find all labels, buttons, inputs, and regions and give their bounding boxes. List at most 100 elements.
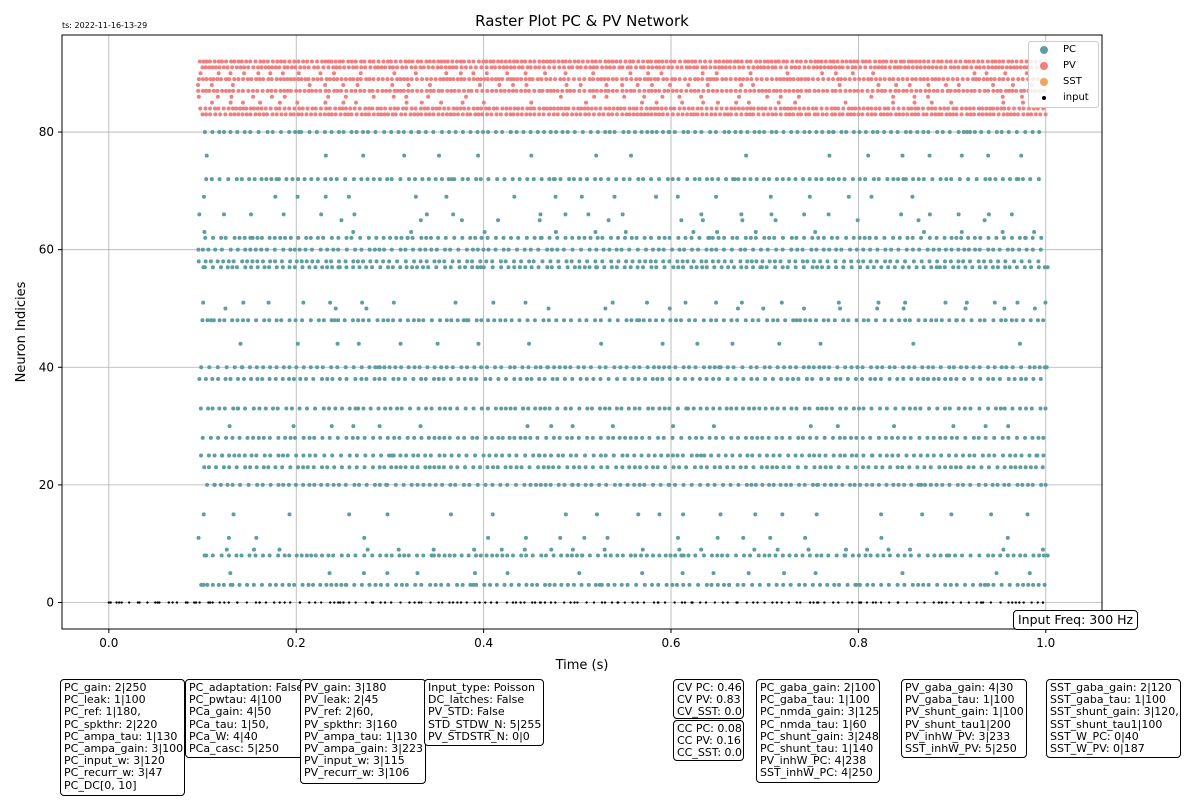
pc-spike xyxy=(516,582,521,587)
pv-spike xyxy=(1019,94,1024,99)
pc-spike xyxy=(287,553,292,558)
pv-spike xyxy=(926,106,931,111)
pc-spike xyxy=(729,259,734,264)
input-spike xyxy=(832,601,835,604)
pc-spike xyxy=(782,571,787,576)
pc-spike xyxy=(226,259,231,264)
pc-spike xyxy=(779,300,784,305)
pc-spike xyxy=(657,235,662,240)
pc-spike xyxy=(1005,247,1010,252)
pv-spike xyxy=(930,77,935,82)
pv-spike xyxy=(770,65,775,70)
pv-spike xyxy=(204,59,209,64)
pv-spike xyxy=(692,88,697,93)
pc-spike xyxy=(966,465,971,470)
pc-spike xyxy=(968,553,973,558)
pv-spike xyxy=(722,112,727,117)
input-spike xyxy=(370,601,374,604)
pc-spike xyxy=(888,465,893,470)
pc-spike xyxy=(629,318,634,323)
pc-spike xyxy=(500,130,505,135)
pv-spike xyxy=(398,59,403,64)
pc-spike xyxy=(359,365,364,370)
pc-spike xyxy=(989,512,994,517)
pv-spike xyxy=(698,59,703,64)
pc-spike xyxy=(261,365,266,370)
pv-spike xyxy=(819,106,824,111)
input-spike xyxy=(272,601,276,604)
pc-spike xyxy=(1012,377,1017,382)
pc-spike xyxy=(938,553,943,558)
pc-spike xyxy=(1007,582,1012,587)
pv-spike xyxy=(769,59,774,64)
pv-spike xyxy=(870,88,875,93)
pc-spike xyxy=(493,247,498,252)
pc-spike xyxy=(214,465,219,470)
pc-spike xyxy=(249,265,254,270)
pc-spike xyxy=(730,235,735,240)
pc-spike xyxy=(880,365,885,370)
pv-spike xyxy=(661,65,666,70)
pc-spike xyxy=(411,453,416,458)
pv-spike xyxy=(530,77,535,82)
pc-spike xyxy=(211,235,216,240)
pc-spike xyxy=(973,247,978,252)
pv-spike xyxy=(788,77,793,82)
pc-spike xyxy=(638,553,643,558)
pc-spike xyxy=(398,465,403,470)
pc-spike xyxy=(655,465,660,470)
pv-spike xyxy=(326,65,331,70)
pc-spike xyxy=(585,259,590,264)
pc-spike xyxy=(364,306,369,311)
param-line: PV_STDSTR_N: 0|0 xyxy=(428,729,530,743)
pc-spike xyxy=(683,300,688,305)
x-tick-label: 0.0 xyxy=(99,636,118,650)
pc-spike xyxy=(963,265,968,270)
pc-spike xyxy=(240,365,245,370)
pc-spike xyxy=(805,259,810,264)
pv-spike xyxy=(761,112,766,117)
pc-spike xyxy=(782,406,787,411)
pv-spike xyxy=(806,65,811,70)
pv-spike xyxy=(582,106,587,111)
pv-spike xyxy=(872,65,877,70)
pc-spike xyxy=(949,435,954,440)
pv-spike xyxy=(708,77,713,82)
pc-spike xyxy=(246,318,251,323)
pv-spike xyxy=(808,59,813,64)
pc-spike xyxy=(971,465,976,470)
pc-spike xyxy=(987,177,992,182)
pc-spike xyxy=(196,259,201,264)
input-spike xyxy=(107,601,111,604)
pc-spike xyxy=(274,265,279,270)
pv-spike xyxy=(288,112,293,117)
pc-spike xyxy=(216,582,221,587)
pc-spike xyxy=(333,306,338,311)
input-spike xyxy=(816,601,820,604)
pc-spike xyxy=(517,318,522,323)
pc-spike xyxy=(1033,465,1038,470)
pc-spike xyxy=(399,406,404,411)
pc-spike xyxy=(576,482,581,487)
pv-spike xyxy=(733,88,738,93)
y-tick-label: 40 xyxy=(39,360,54,374)
pc-spike xyxy=(259,582,264,587)
pc-spike xyxy=(844,235,849,240)
pv-spike xyxy=(925,77,930,82)
pc-spike xyxy=(972,453,977,458)
pc-spike xyxy=(670,453,675,458)
pv-spike xyxy=(589,106,594,111)
input-spike xyxy=(959,601,963,604)
pv-spike xyxy=(637,88,642,93)
pv-spike xyxy=(363,65,368,70)
pc-spike xyxy=(994,130,999,135)
pc-spike xyxy=(490,435,495,440)
pv-spike xyxy=(431,88,436,93)
pc-spike xyxy=(916,218,921,223)
pc-spike xyxy=(537,453,542,458)
pc-spike xyxy=(602,265,607,270)
pv-spike xyxy=(323,82,328,87)
pv-spike xyxy=(404,100,409,105)
pc-spike xyxy=(556,482,561,487)
pc-spike xyxy=(456,377,461,382)
